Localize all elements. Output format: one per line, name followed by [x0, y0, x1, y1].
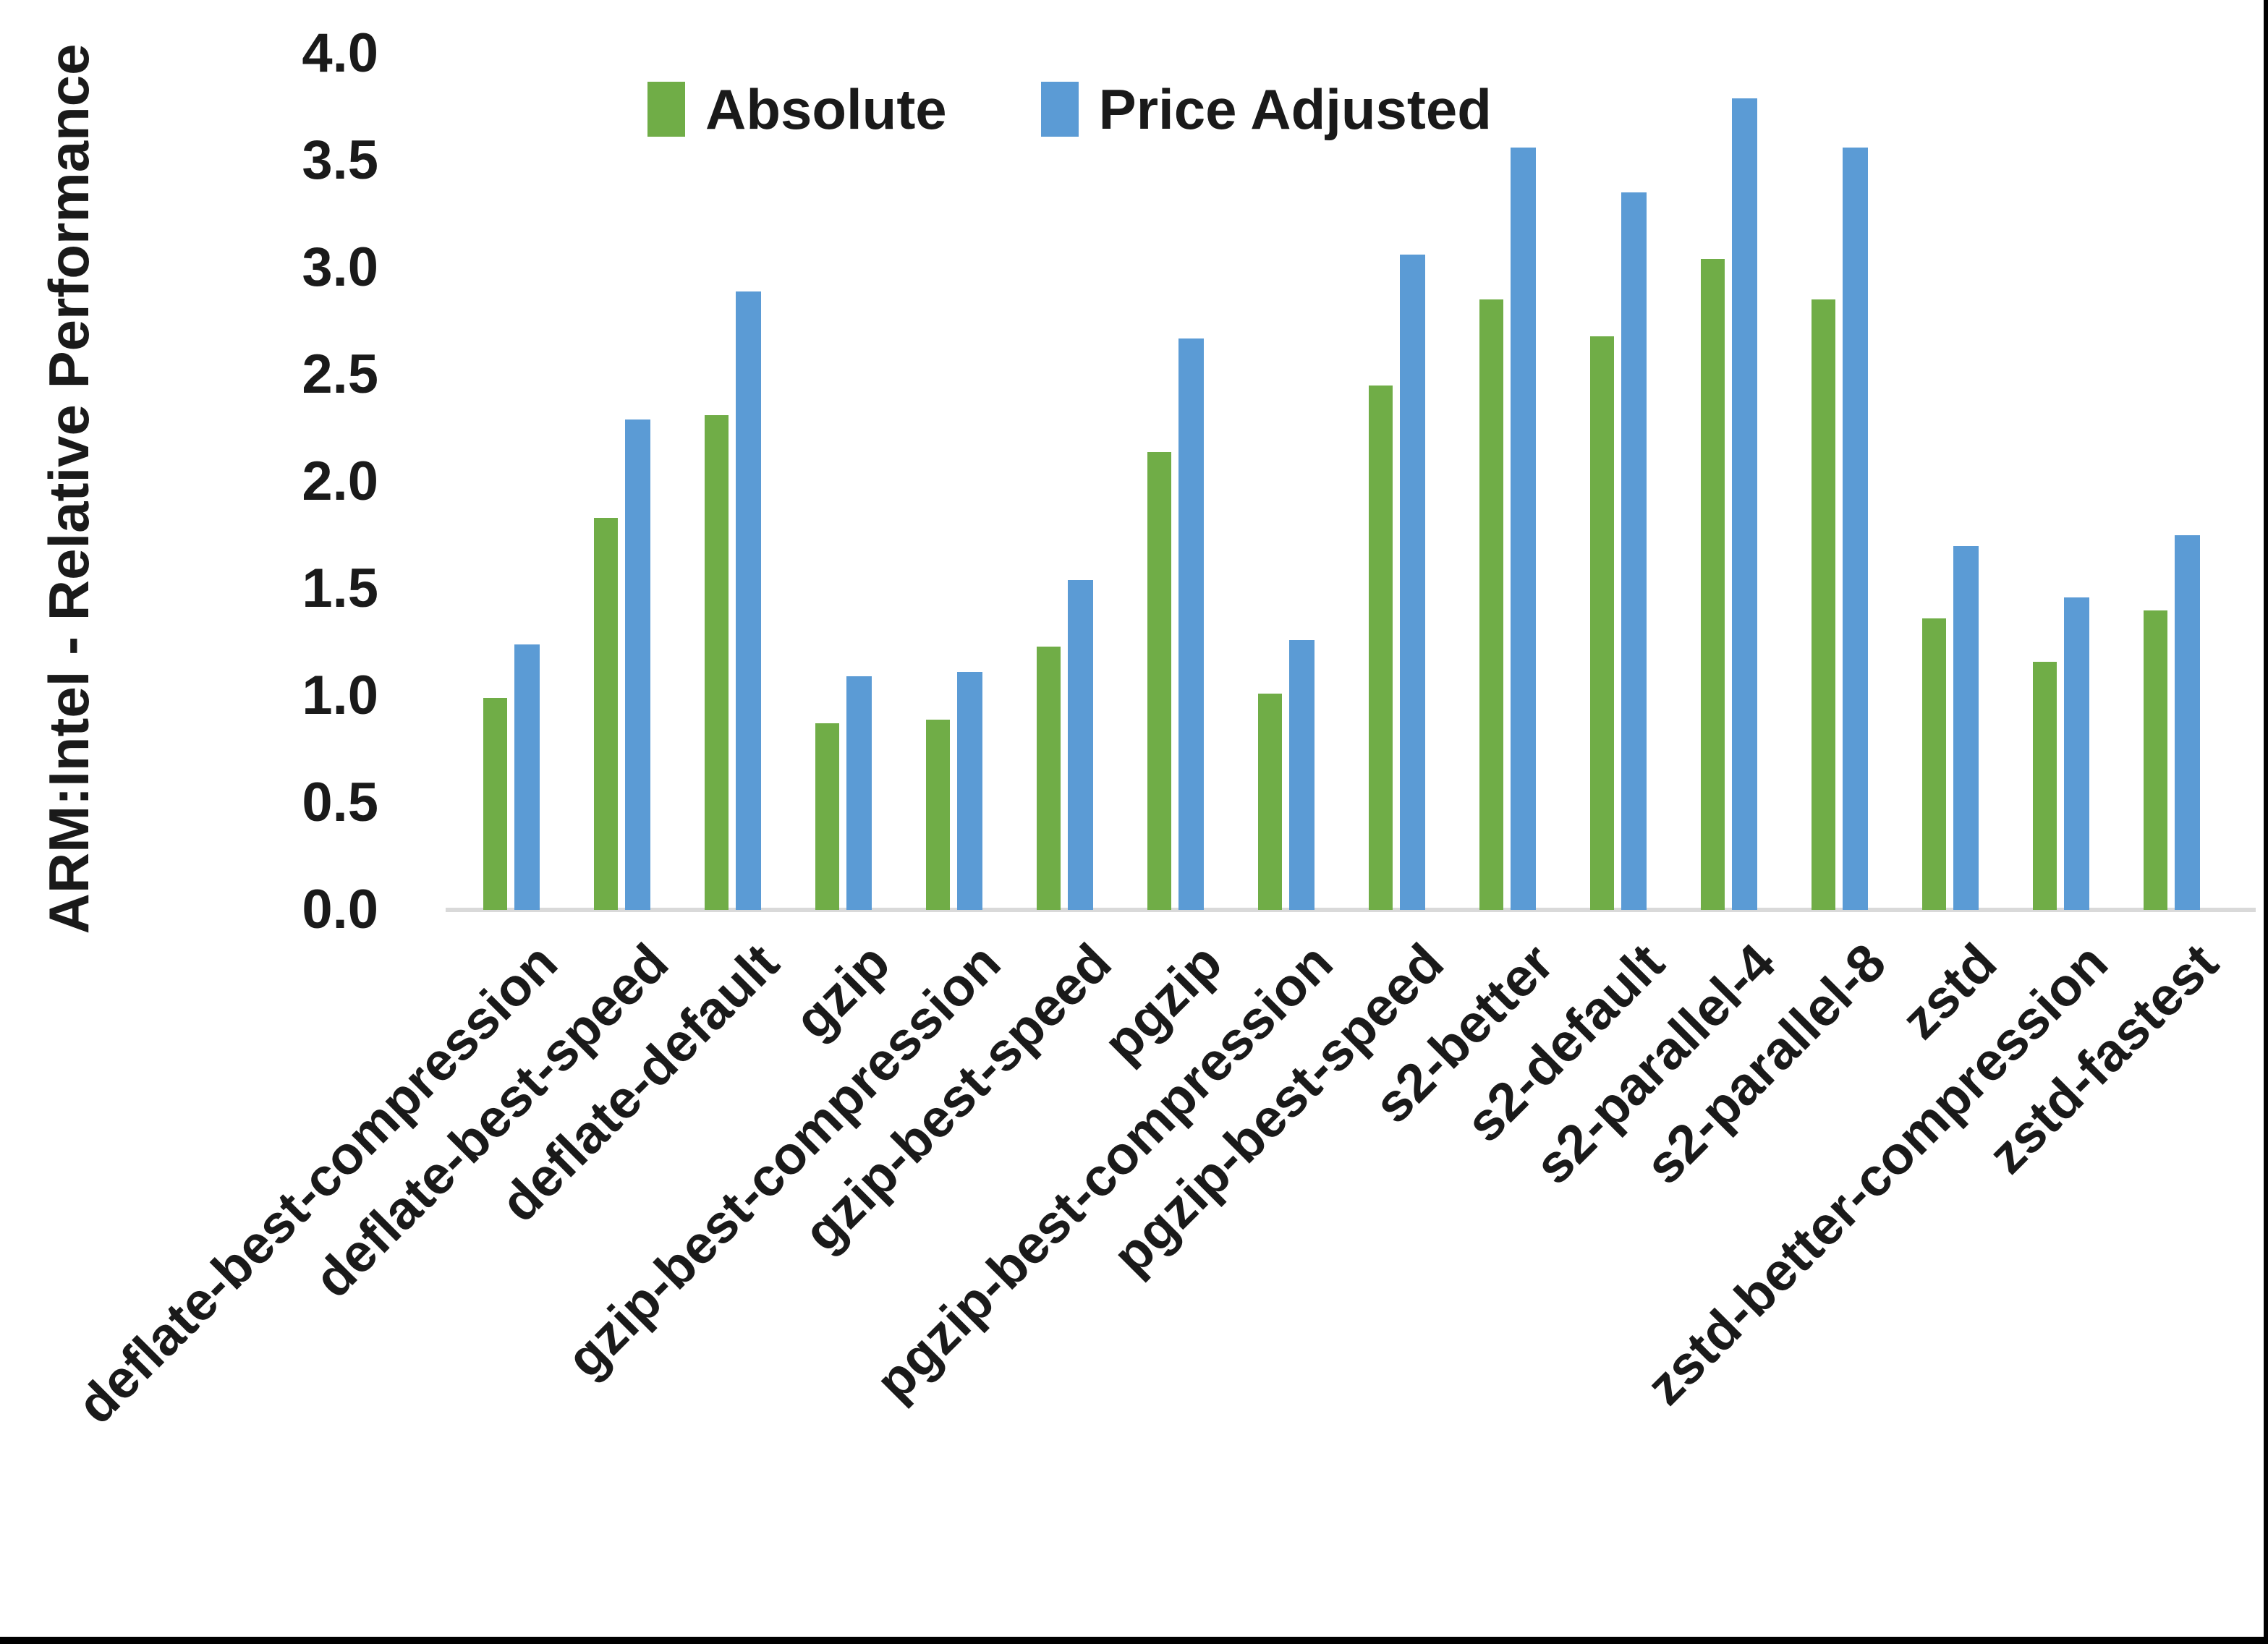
frame-border-right — [2264, 0, 2268, 1644]
legend-swatch-price-adjusted — [1040, 82, 1079, 137]
bar-absolute-deflate-best-speed — [594, 518, 618, 910]
bar-absolute-zstd — [1922, 618, 1946, 910]
bar-absolute-pgzip-best-speed — [1369, 386, 1393, 910]
y-axis-title: ARM:Intel - Relative Performance — [37, 43, 101, 934]
bar-absolute-gzip-best-compression — [926, 720, 950, 910]
legend: Absolute Price Adjusted — [647, 81, 1492, 137]
bar-price-adjusted-pgzip-best-compression — [1289, 640, 1314, 910]
y-tick-label: 4.0 — [302, 22, 378, 84]
x-axis-baseline — [446, 908, 2256, 912]
bar-absolute-s2-parallel-8 — [1812, 299, 1835, 910]
bar-absolute-zstd-fastest — [2144, 610, 2167, 910]
y-tick-label: 3.0 — [302, 237, 378, 298]
legend-item-absolute: Absolute — [647, 81, 947, 137]
bar-absolute-deflate-default — [705, 415, 729, 910]
bar-absolute-zstd-better-compression — [2033, 662, 2057, 910]
bar-price-adjusted-zstd-better-compression — [2064, 597, 2089, 910]
bar-price-adjusted-zstd — [1953, 546, 1979, 910]
bar-price-adjusted-s2-default — [1621, 192, 1647, 910]
y-tick-label: 1.0 — [302, 665, 378, 726]
bar-absolute-s2-better — [1479, 299, 1503, 910]
legend-label-absolute: Absolute — [705, 77, 947, 141]
bar-price-adjusted-s2-better — [1511, 148, 1536, 910]
bar-price-adjusted-s2-parallel-4 — [1732, 98, 1757, 910]
bar-price-adjusted-pgzip-best-speed — [1400, 255, 1425, 910]
bar-price-adjusted-pgzip — [1178, 338, 1204, 910]
bar-absolute-deflate-best-compression — [483, 698, 507, 910]
bar-price-adjusted-gzip-best-compression — [957, 672, 982, 910]
bar-price-adjusted-zstd-fastest — [2175, 535, 2200, 910]
y-tick-label: 2.5 — [302, 344, 378, 405]
frame-border-bottom — [0, 1637, 2268, 1644]
bar-absolute-s2-parallel-4 — [1701, 259, 1725, 910]
y-tick-label: 0.0 — [302, 879, 378, 940]
legend-label-price-adjusted: Price Adjusted — [1098, 77, 1492, 141]
bar-absolute-pgzip-best-compression — [1258, 694, 1282, 910]
legend-swatch-absolute — [647, 82, 685, 137]
bar-price-adjusted-gzip — [846, 676, 872, 910]
bar-absolute-gzip-best-speed — [1037, 647, 1061, 910]
y-tick-label: 0.5 — [302, 772, 378, 833]
legend-item-price-adjusted: Price Adjusted — [1040, 77, 1492, 141]
bar-absolute-gzip — [815, 723, 839, 910]
bar-price-adjusted-gzip-best-speed — [1068, 580, 1093, 910]
bar-absolute-pgzip — [1147, 452, 1171, 910]
bar-price-adjusted-deflate-best-speed — [625, 419, 650, 910]
y-tick-label: 2.0 — [302, 451, 378, 512]
bar-price-adjusted-deflate-best-compression — [514, 644, 540, 910]
bar-price-adjusted-s2-parallel-8 — [1843, 148, 1868, 910]
bar-price-adjusted-deflate-default — [736, 291, 761, 910]
bar-absolute-s2-default — [1590, 336, 1614, 910]
y-tick-label: 1.5 — [302, 558, 378, 619]
y-tick-label: 3.5 — [302, 129, 378, 191]
